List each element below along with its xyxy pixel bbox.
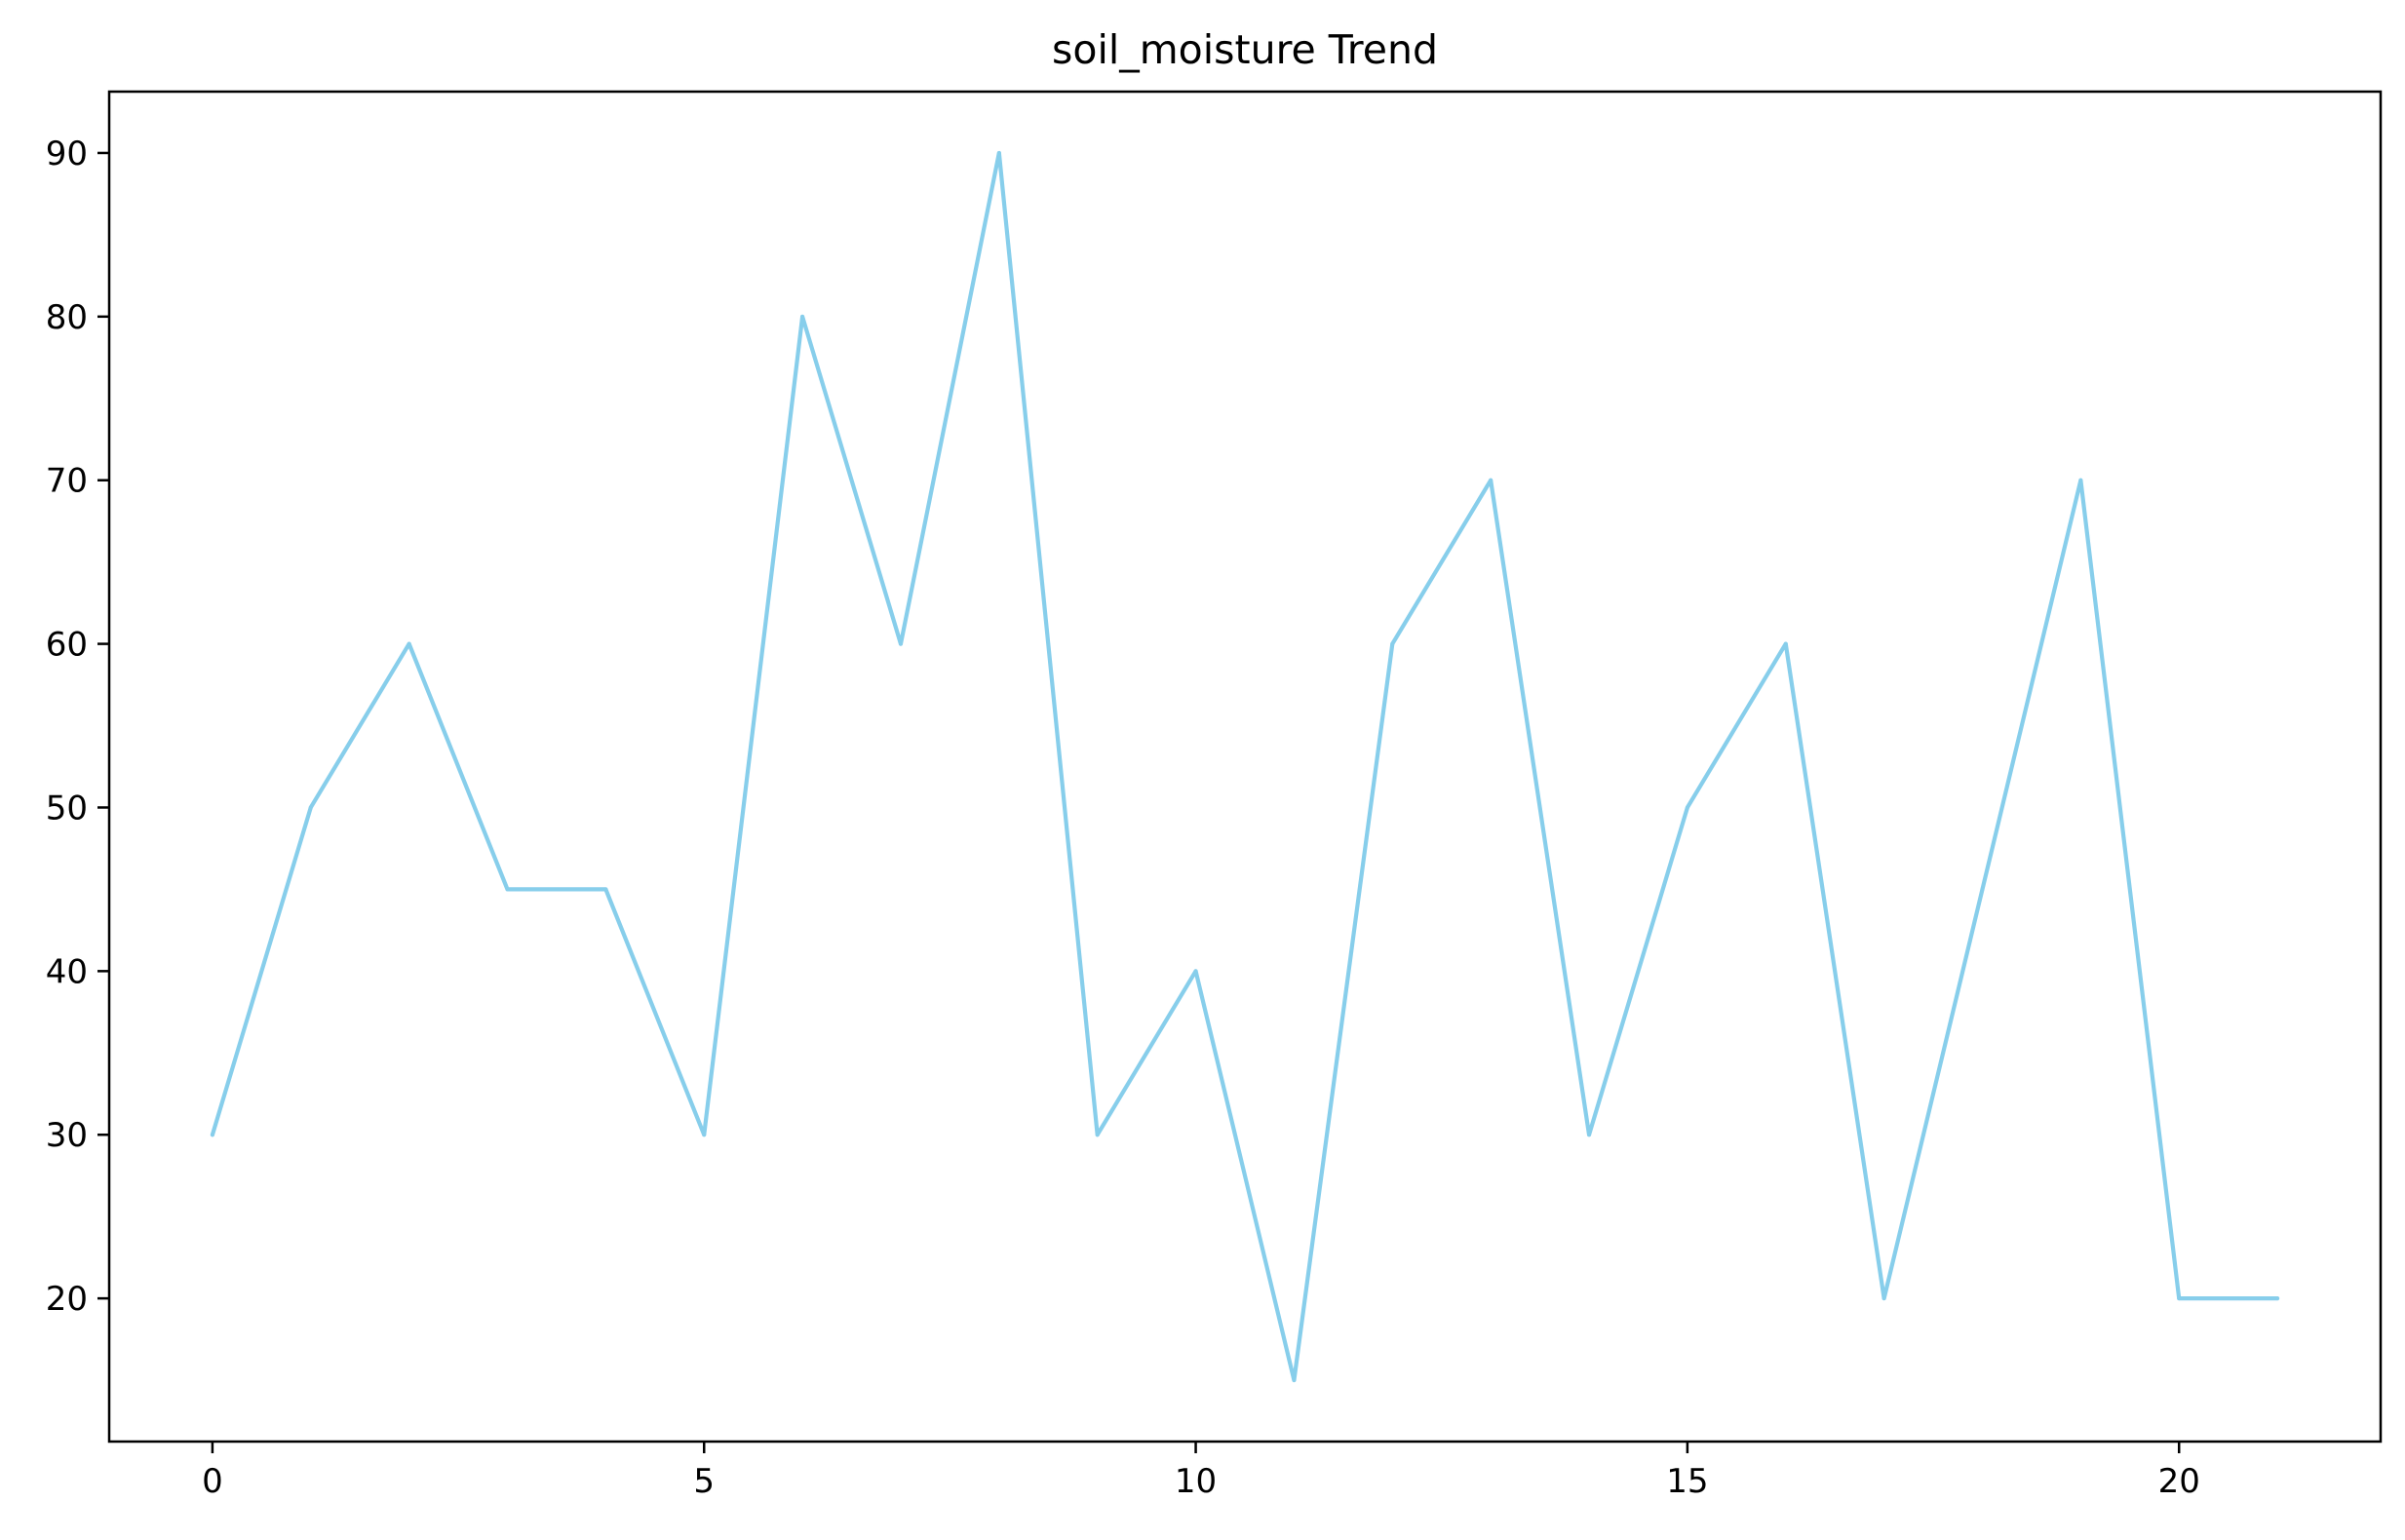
data-point [1390,641,1395,646]
y-tick-label: 90 [46,135,88,173]
data-point [2078,478,2083,482]
data-point [702,1133,707,1137]
chart-title: soil_moisture Trend [1052,26,1438,73]
data-point [800,314,805,319]
data-point [1095,1133,1100,1137]
data-point [898,641,903,646]
data-point [210,1133,214,1137]
plot-area [210,150,2280,1383]
data-point [996,150,1001,155]
data-point [1980,887,1985,892]
data-point [2275,1296,2280,1301]
data-point [1489,478,1493,482]
x-tick-label: 15 [1666,1462,1708,1501]
data-point [603,887,608,892]
data-point [1292,1378,1297,1383]
y-tick-label: 80 [46,298,88,337]
x-tick-label: 10 [1175,1462,1217,1501]
y-tick-label: 30 [46,1116,88,1155]
y-tick-label: 60 [46,626,88,665]
x-tick-label: 0 [202,1462,223,1501]
plot-frame [107,90,2383,1444]
x-tick-label: 5 [693,1462,715,1501]
data-point [505,887,510,892]
data-point [1685,805,1689,810]
data-point [2177,1296,2182,1301]
data-point [1783,641,1788,646]
y-tick-label: 40 [46,952,88,991]
axes: 0 5 10 15 20 20 30 40 50 60 70 80 90 [46,135,2200,1501]
y-tick-label: 50 [46,789,88,828]
data-point [308,805,313,810]
series-line [210,150,2280,1383]
data-point [1881,1296,1886,1301]
data-point [1193,969,1198,974]
x-tick-label: 20 [2158,1462,2200,1501]
y-tick-label: 70 [46,462,88,501]
data-point [1587,1133,1592,1137]
y-tick-label: 20 [46,1280,88,1319]
data-point [407,641,411,646]
